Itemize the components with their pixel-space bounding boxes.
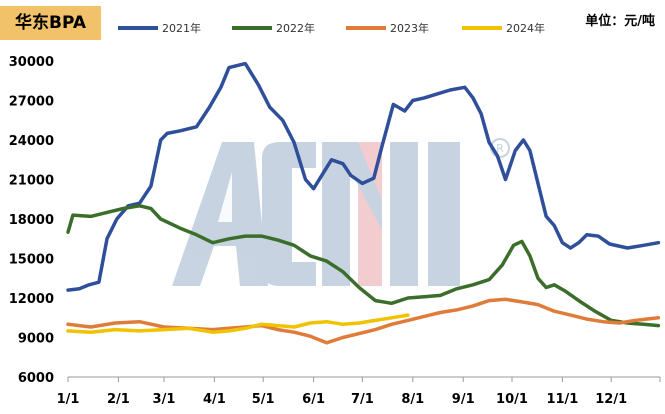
x-tick-label: 7/1	[351, 392, 374, 407]
x-tick-label: 12/1	[595, 392, 627, 407]
x-tick-label: 4/1	[203, 392, 226, 407]
y-tick-label: 15000	[9, 253, 54, 268]
y-tick-label: 27000	[9, 95, 54, 110]
chart-title: 华东BPA	[0, 6, 101, 40]
series-line-2022年	[66, 204, 661, 328]
legend: 2021年 2022年 2023年 2024年	[118, 21, 545, 35]
legend-label: 2024年	[506, 21, 545, 35]
y-tick-label: 24000	[9, 134, 54, 149]
y-tick-label: 18000	[9, 213, 54, 228]
x-tick-label: 6/1	[302, 392, 325, 407]
series-line-2021年	[66, 61, 661, 292]
legend-label: 2021年	[162, 21, 201, 35]
svg-text:R: R	[496, 142, 504, 155]
x-tick-label: 2/1	[107, 392, 130, 407]
x-tick-label: 3/1	[153, 392, 176, 407]
legend-label: 2022年	[276, 21, 315, 35]
y-tick-label: 12000	[9, 292, 54, 307]
x-tick-label: 9/1	[452, 392, 475, 407]
x-tick-label: 10/1	[496, 392, 528, 407]
x-tick-label: 5/1	[252, 392, 275, 407]
legend-label: 2023年	[390, 21, 429, 35]
y-tick-label: 21000	[9, 174, 54, 189]
x-tick-label: 8/1	[401, 392, 424, 407]
y-tick-label: 6000	[18, 371, 54, 386]
x-tick-label: 11/1	[546, 392, 578, 407]
x-tick-label: 1/1	[57, 392, 80, 407]
unit-label: 单位：元/吨	[585, 14, 655, 29]
y-tick-label: 30000	[9, 55, 54, 70]
x-axis: 1/1 2/1 3/1 4/1 5/1 6/1 7/1 8/1 9/1 10/1 11/1 12/1	[57, 376, 661, 407]
y-tick-label: 9000	[18, 332, 54, 347]
series-line-2024年	[66, 313, 410, 334]
series-lines	[66, 61, 661, 345]
y-axis: 6000 9000 12000 15000 18000 21000 24000 27000 30…	[9, 55, 54, 386]
